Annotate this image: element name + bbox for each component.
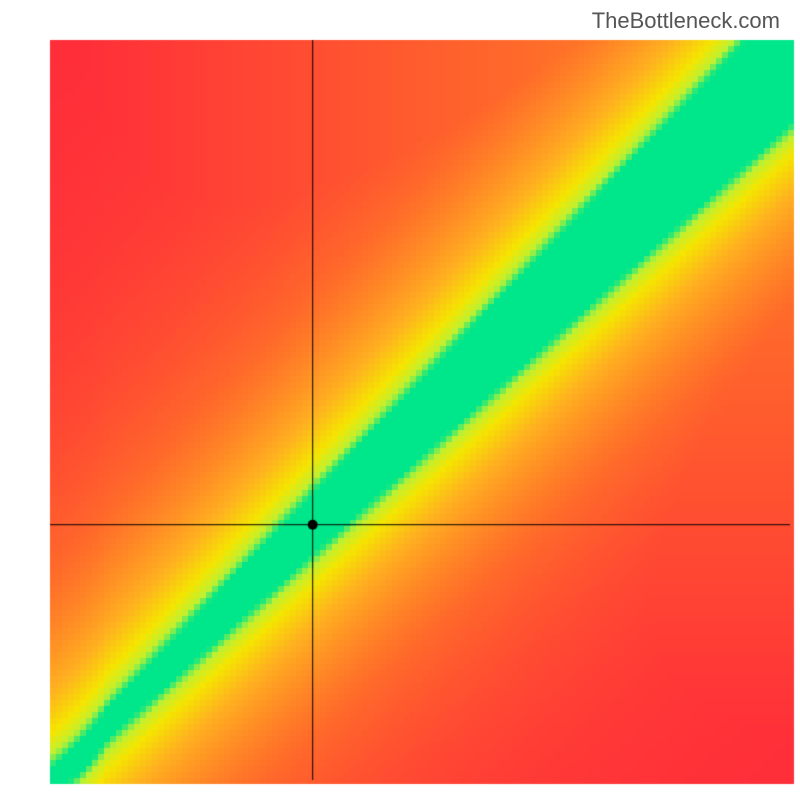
chart-container: TheBottleneck.com [0, 0, 800, 800]
watermark-text: TheBottleneck.com [592, 8, 780, 34]
heatmap-canvas [0, 0, 800, 800]
